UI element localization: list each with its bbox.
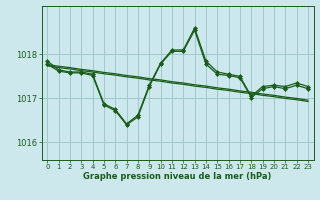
X-axis label: Graphe pression niveau de la mer (hPa): Graphe pression niveau de la mer (hPa) <box>84 172 272 181</box>
